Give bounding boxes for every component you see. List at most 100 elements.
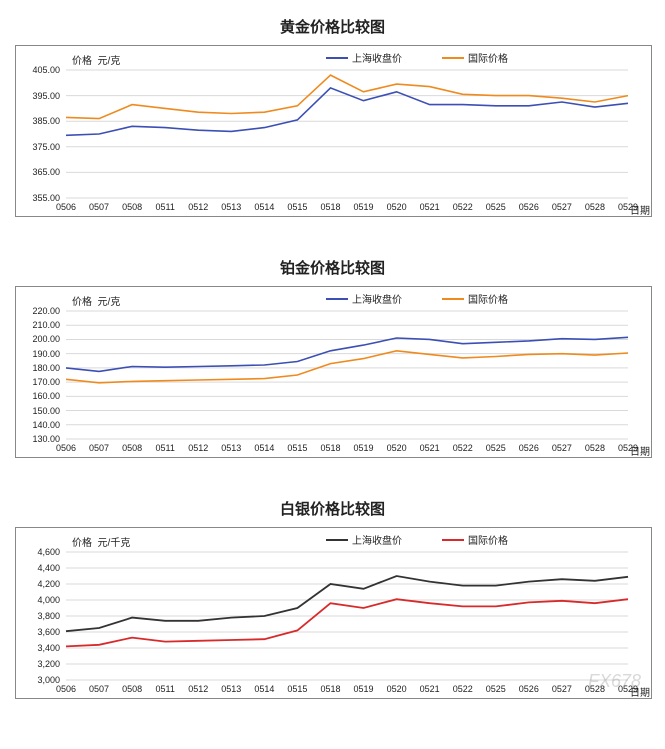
ytick: 365.00 [26, 167, 60, 177]
legend-label: 上海收盘价 [352, 291, 402, 306]
ytick: 3,600 [26, 627, 60, 637]
xtick: 0527 [552, 443, 572, 453]
ytick: 150.00 [26, 406, 60, 416]
ytick: 220.00 [26, 306, 60, 316]
xtick: 0515 [287, 684, 307, 694]
legend-item: 上海收盘价 [326, 532, 402, 547]
xtick: 0507 [89, 443, 109, 453]
xtick: 0521 [420, 684, 440, 694]
xtick: 0522 [453, 684, 473, 694]
legend-item: 上海收盘价 [326, 291, 402, 306]
ytick: 3,400 [26, 643, 60, 653]
chart-svg [16, 46, 651, 216]
chart-block: 黄金价格比较图 上海收盘价 国际价格 价格 元/克 355.00 365.00 37… [15, 16, 650, 217]
legend: 上海收盘价 国际价格 [326, 291, 508, 306]
xtick: 0514 [254, 443, 274, 453]
xtick: 0520 [387, 443, 407, 453]
ytick: 140.00 [26, 420, 60, 430]
legend-swatch [442, 298, 464, 300]
xtick: 0525 [486, 202, 506, 212]
xtick: 0519 [354, 684, 374, 694]
chart-title: 铂金价格比较图 [15, 257, 650, 278]
legend-item: 上海收盘价 [326, 50, 402, 65]
legend-swatch [326, 298, 348, 300]
legend-swatch [442, 539, 464, 541]
xtick: 0514 [254, 202, 274, 212]
ytick: 4,600 [26, 547, 60, 557]
y-axis-unit: 价格 元/克 [72, 293, 120, 308]
chart-title: 黄金价格比较图 [15, 16, 650, 37]
xtick: 0528 [585, 443, 605, 453]
chart-title: 白银价格比较图 [15, 498, 650, 519]
y-axis-unit: 价格 元/克 [72, 52, 120, 67]
xtick: 0512 [188, 684, 208, 694]
chart-frame: 上海收盘价 国际价格 价格 元/克 355.00365.00375.00385.… [15, 45, 652, 217]
xtick: 0506 [56, 443, 76, 453]
ytick: 170.00 [26, 377, 60, 387]
xtick: 0525 [486, 684, 506, 694]
xtick: 0506 [56, 684, 76, 694]
ytick: 4,400 [26, 563, 60, 573]
ytick: 200.00 [26, 334, 60, 344]
ytick: 4,200 [26, 579, 60, 589]
chart-svg [16, 528, 651, 698]
legend-label: 国际价格 [468, 50, 508, 65]
xtick: 0526 [519, 443, 539, 453]
legend-swatch [326, 57, 348, 59]
xtick: 0528 [585, 684, 605, 694]
chart-svg [16, 287, 651, 457]
ytick: 3,200 [26, 659, 60, 669]
chart-frame: 上海收盘价 国际价格 价格 元/克 130.00 140.00 150.00 160.… [15, 286, 652, 458]
chart-block: 铂金价格比较图 上海收盘价 国际价格 价格 元/克 130.00 140.00 15… [15, 257, 650, 458]
legend-label: 上海收盘价 [352, 50, 402, 65]
xtick: 0513 [221, 684, 241, 694]
xtick: 0519 [354, 202, 374, 212]
ytick: 405.00 [26, 65, 60, 75]
xtick: 0506 [56, 202, 76, 212]
legend-label: 上海收盘价 [352, 532, 402, 547]
xtick: 0522 [453, 443, 473, 453]
legend: 上海收盘价 国际价格 [326, 532, 508, 547]
x-axis-title: 日期 [630, 684, 650, 699]
xtick: 0508 [122, 202, 142, 212]
x-axis-title: 日期 [630, 202, 650, 217]
xtick: 0513 [221, 443, 241, 453]
ytick: 190.00 [26, 349, 60, 359]
legend-item: 国际价格 [442, 532, 508, 547]
chart-block: 白银价格比较图 上海收盘价 国际价格 价格 元/千克 3,0003,2003,4… [15, 498, 650, 699]
xtick: 0527 [552, 684, 572, 694]
legend-item: 国际价格 [442, 291, 508, 306]
legend-item: 国际价格 [442, 50, 508, 65]
xtick: 0512 [188, 202, 208, 212]
xtick: 0518 [320, 684, 340, 694]
xtick: 0513 [221, 202, 241, 212]
ytick: 355.00 [26, 193, 60, 203]
ytick: 160.00 [26, 391, 60, 401]
xtick: 0512 [188, 443, 208, 453]
legend-label: 国际价格 [468, 291, 508, 306]
ytick: 130.00 [26, 434, 60, 444]
xtick: 0507 [89, 684, 109, 694]
xtick: 0526 [519, 202, 539, 212]
xtick: 0514 [254, 684, 274, 694]
y-axis-unit: 价格 元/千克 [72, 534, 130, 549]
xtick: 0519 [354, 443, 374, 453]
xtick: 0521 [420, 443, 440, 453]
ytick: 210.00 [26, 320, 60, 330]
x-axis-title: 日期 [630, 443, 650, 458]
xtick: 0511 [155, 202, 174, 212]
ytick: 395.00 [26, 91, 60, 101]
legend-swatch [442, 57, 464, 59]
xtick: 0511 [155, 684, 174, 694]
chart-frame: 上海收盘价 国际价格 价格 元/千克 3,0003,2003,4003,6003… [15, 527, 652, 699]
xtick: 0511 [155, 443, 174, 453]
ytick: 3,800 [26, 611, 60, 621]
ytick: 375.00 [26, 142, 60, 152]
legend-swatch [326, 539, 348, 541]
xtick: 0518 [320, 202, 340, 212]
xtick: 0520 [387, 684, 407, 694]
xtick: 0528 [585, 202, 605, 212]
xtick: 0508 [122, 684, 142, 694]
xtick: 0520 [387, 202, 407, 212]
ytick: 180.00 [26, 363, 60, 373]
